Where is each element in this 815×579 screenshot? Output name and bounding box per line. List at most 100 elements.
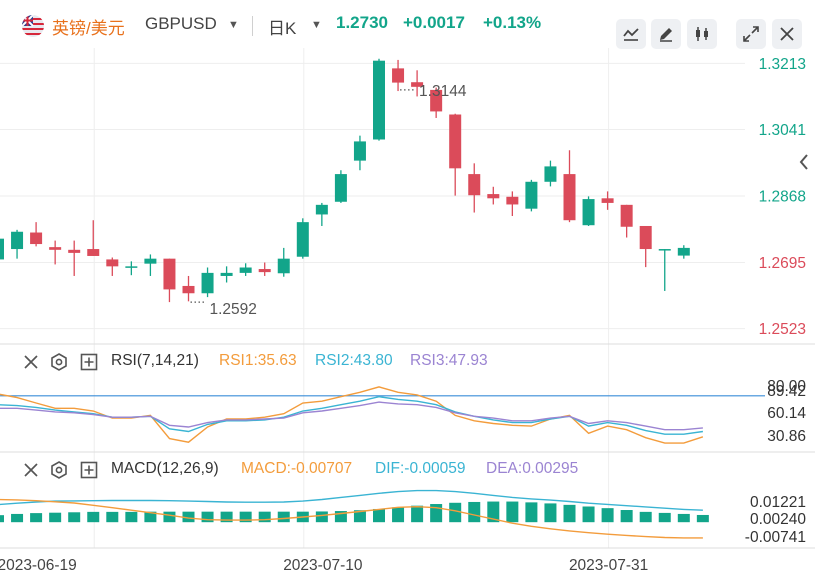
candle-body <box>106 259 119 267</box>
rsi3-value: 47.93 <box>448 352 488 369</box>
candle-body <box>334 174 347 202</box>
draw-tool-button[interactable] <box>651 19 681 49</box>
symbol-name[interactable]: 英镑/美元 <box>52 19 125 38</box>
macd-histogram-bar <box>601 508 614 523</box>
macd-legend: MACD:-0.00707 <box>241 460 353 477</box>
candle-body <box>201 272 214 294</box>
chart-type-button[interactable] <box>687 19 717 49</box>
candle-body <box>258 269 271 273</box>
toolbar-divider <box>252 16 253 36</box>
rsi-axis-tick: 89.42 <box>767 383 806 400</box>
macd-histogram-bar <box>258 511 271 523</box>
macd-histogram-bar <box>49 512 62 523</box>
candle-body <box>411 82 424 87</box>
macd-histogram-bar <box>677 513 690 523</box>
candle-body <box>87 249 100 256</box>
caret-down-icon[interactable]: ▼ <box>311 19 322 31</box>
line-chart-icon <box>623 28 639 41</box>
candlestick-icon <box>696 27 708 41</box>
macd-histogram-bar <box>353 510 366 523</box>
chart-toolbar: 英镑/美元 GBPUSD ▼ 日K ▼ 1.2730 +0.0017 +0.13… <box>0 0 815 49</box>
fullscreen-button[interactable] <box>736 19 766 49</box>
rsi-axis-tick: 80.00 <box>767 378 806 395</box>
macd-value: -0.00707 <box>290 460 353 477</box>
candle-body <box>125 266 138 268</box>
settings-icon[interactable] <box>50 461 68 479</box>
macd-histogram-bar <box>163 511 176 523</box>
macd-title: MACD(12,26,9) <box>111 460 219 477</box>
candle-body <box>30 232 43 245</box>
macd-histogram-bar <box>68 512 81 523</box>
macd-histogram-bar <box>87 511 100 523</box>
close-indicator-icon[interactable] <box>22 353 40 371</box>
price-axis-tick: 1.2695 <box>759 255 806 272</box>
candle-body <box>658 249 671 251</box>
price-axis-tick: 1.2523 <box>759 321 806 338</box>
macd-histogram-bar <box>468 501 481 523</box>
candle-body <box>220 272 233 276</box>
caret-down-icon[interactable]: ▼ <box>228 19 239 31</box>
period-selector[interactable]: 日K <box>268 19 297 38</box>
rsi2-legend: RSI2:43.80 <box>315 352 393 369</box>
macd-histogram-bar <box>106 511 119 523</box>
settings-icon[interactable] <box>50 353 68 371</box>
macd-axis-tick: 0.01221 <box>750 494 806 511</box>
macd-histogram-bar <box>125 511 138 523</box>
candle-body <box>544 166 557 182</box>
macd-histogram-bar <box>411 505 424 523</box>
macd-histogram-bar <box>449 502 462 523</box>
dif-value: -0.00059 <box>404 460 466 477</box>
candle-body <box>392 68 405 83</box>
macd-histogram-bar <box>373 508 385 523</box>
candle-body <box>144 258 157 264</box>
symbol-code[interactable]: GBPUSD <box>145 14 217 33</box>
rsi3-label: RSI3 <box>410 352 445 369</box>
macd-histogram-bar <box>430 504 443 523</box>
macd-histogram-bar <box>144 511 157 523</box>
price-change-pct: +0.13% <box>483 13 542 32</box>
pencil-icon <box>660 28 672 42</box>
dif-legend: DIF:-0.00059 <box>375 460 466 477</box>
macd-histogram-bar <box>506 501 519 523</box>
macd-histogram-bar <box>620 510 633 523</box>
flag-gb-icon <box>22 15 44 37</box>
high-price-label: 1.3144 <box>419 83 467 100</box>
rsi-axis-tick: 60.14 <box>767 405 806 422</box>
candle-body <box>601 198 614 203</box>
price-axis-tick: 1.2868 <box>759 189 806 206</box>
candle-body <box>68 249 81 253</box>
date-axis-tick: 2023-07-10 <box>283 557 363 574</box>
candle-body <box>353 141 366 161</box>
macd-histogram-bar <box>239 511 252 523</box>
close-indicator-icon[interactable] <box>22 461 40 479</box>
macd-histogram-bar <box>315 511 328 523</box>
rsi1-value: 35.63 <box>257 352 297 369</box>
rsi1-label: RSI1 <box>219 352 254 369</box>
macd-axis-tick: 0.00240 <box>750 511 806 528</box>
close-button[interactable] <box>772 19 802 49</box>
macd-histogram-bar <box>658 512 671 523</box>
price-axis-tick: 1.3041 <box>759 122 806 139</box>
rsi-title: RSI(7,14,21) <box>111 352 199 369</box>
candle-body <box>449 114 462 169</box>
date-axis-tick: 2023-06-19 <box>0 557 77 574</box>
candle-body <box>11 231 24 250</box>
side-panel-toggle[interactable] <box>796 150 812 174</box>
close-icon <box>780 27 794 41</box>
rsi2-label: RSI2 <box>315 352 350 369</box>
candle-body <box>373 60 385 140</box>
macd-histogram-bar <box>0 515 4 523</box>
macd-histogram-bar <box>487 501 500 523</box>
rsi-axis-tick: 30.86 <box>767 428 806 445</box>
macd-series-line <box>0 489 703 511</box>
dif-label: DIF <box>375 460 400 477</box>
line-chart-button[interactable] <box>616 19 646 49</box>
macd-histogram-bar <box>639 511 652 523</box>
add-indicator-icon[interactable] <box>80 461 98 479</box>
candle-body <box>506 196 519 205</box>
candle-body <box>487 194 500 199</box>
add-indicator-icon[interactable] <box>80 353 98 371</box>
macd-histogram-bar <box>334 511 347 523</box>
candle-body <box>620 204 633 227</box>
